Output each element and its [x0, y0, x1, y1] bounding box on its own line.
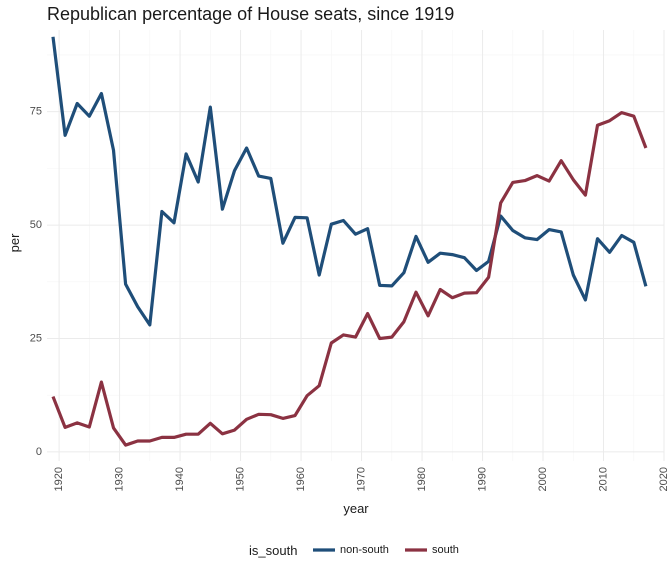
y-axis-title: per	[7, 233, 22, 252]
y-tick-label: 50	[30, 219, 42, 231]
legend-label-south: south	[432, 544, 459, 556]
x-axis-title: year	[343, 501, 369, 516]
legend-items: non-south south	[313, 544, 459, 556]
x-tick-label: 1980	[416, 467, 428, 491]
x-tick-label: 1920	[53, 467, 65, 491]
x-tick-label: 1930	[114, 467, 126, 491]
x-tick-label: 2020	[658, 467, 670, 491]
grid	[47, 30, 665, 461]
x-tick-label: 1940	[174, 467, 186, 491]
x-tick-label: 2010	[598, 467, 610, 491]
series-line-south	[51, 110, 648, 447]
y-tick-label: 25	[30, 333, 42, 345]
x-tick-label: 1970	[356, 467, 368, 491]
x-tick-label: 2000	[537, 467, 549, 491]
series-line-non-south	[51, 36, 648, 327]
x-tick-label: 1960	[295, 467, 307, 491]
y-axis-ticks: 0 25 50 75	[30, 106, 42, 458]
x-axis-ticks: 1920 1930 1940 1950 1960 1970 1980 1990 2000 2010…	[53, 467, 670, 491]
legend: is_south non-south south	[249, 543, 459, 558]
x-tick-label: 1950	[235, 467, 247, 491]
legend-label-non-south: non-south	[340, 544, 389, 556]
x-tick-label: 1990	[477, 467, 489, 491]
y-tick-label: 75	[30, 106, 42, 118]
chart-title: Republican percentage of House seats, si…	[47, 4, 454, 24]
legend-title: is_south	[249, 543, 297, 558]
y-tick-label: 0	[36, 446, 42, 458]
series-layer	[51, 36, 648, 447]
